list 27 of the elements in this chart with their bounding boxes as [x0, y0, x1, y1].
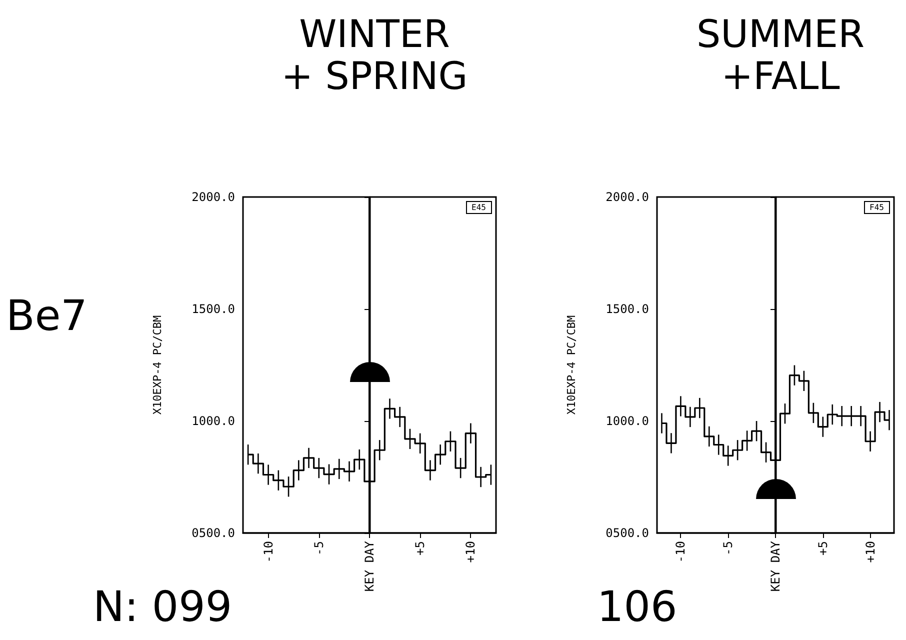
- y-axis-title: X10EXP-4 PC/CBM: [565, 314, 578, 415]
- annotation: F45: [864, 201, 890, 214]
- y-tick-label: 2000.0: [606, 190, 649, 204]
- y-tick-label: 0500.0: [192, 526, 235, 540]
- text: 106: [597, 582, 678, 632]
- text: Be7: [6, 291, 88, 340]
- y-tick-label: 0500.0: [606, 526, 649, 540]
- chart-title: SUMMER +FALL: [696, 12, 864, 98]
- x-tick-label: -10: [261, 541, 276, 563]
- text: N: 099: [93, 582, 232, 632]
- x-tick-label: -5: [721, 541, 736, 556]
- y-tick-label: 1500.0: [192, 302, 235, 316]
- x-tick-label: +10: [863, 541, 878, 563]
- x-tick-label: +5: [816, 541, 830, 556]
- x-tick-label: +10: [464, 541, 478, 563]
- x-tick-label: -10: [674, 541, 688, 563]
- chart-title: WINTER + SPRING: [281, 12, 468, 98]
- y-tick-label: 1000.0: [606, 414, 649, 428]
- x-tick-label: KEY DAY: [768, 540, 782, 592]
- y-tick-label: 2000.0: [192, 190, 235, 204]
- y-tick-label: 1500.0: [606, 302, 649, 316]
- annotation: E45: [466, 201, 492, 214]
- x-tick-label: KEY DAY: [362, 540, 376, 592]
- y-axis-title: X10EXP-4 PC/CBM: [151, 314, 164, 415]
- x-tick-label: -5: [312, 541, 326, 556]
- x-tick-label: +5: [413, 541, 428, 556]
- y-tick-label: 1000.0: [192, 414, 235, 428]
